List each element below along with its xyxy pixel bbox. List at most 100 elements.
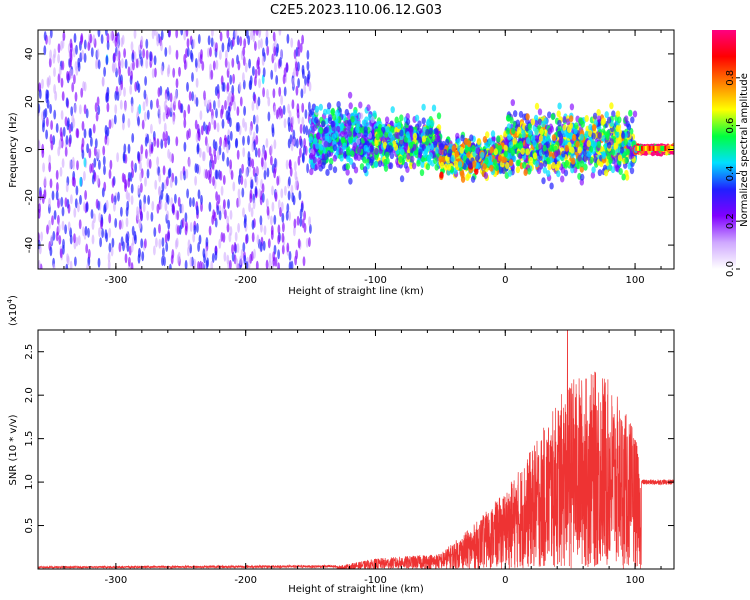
- spectrogram-cell: [358, 112, 364, 120]
- spectrogram-cell: [137, 116, 140, 126]
- spectrogram-cell: [197, 189, 201, 200]
- spectrogram-cell: [299, 42, 303, 53]
- spectrogram-cell: [447, 148, 453, 156]
- spectrogram-cell: [617, 116, 622, 124]
- spectrogram-cell: [51, 190, 55, 201]
- spectrogram-cell: [584, 130, 589, 138]
- spectrogram-cell: [209, 47, 212, 57]
- spectrogram-cell: [239, 96, 243, 107]
- spectrogram-cell: [177, 251, 181, 262]
- spectrogram-cell: [208, 146, 212, 157]
- spectrogram-cell: [297, 39, 301, 50]
- spectrogram-cell: [69, 57, 72, 68]
- spectrogram-cell: [69, 260, 73, 269]
- spectrogram-cell: [105, 55, 109, 66]
- spectrogram-cell: [227, 134, 230, 145]
- spectrogram-cell: [118, 86, 122, 97]
- colorbar-label: Normalized spectral amplitude: [739, 73, 750, 227]
- spectrogram-cell: [108, 242, 112, 253]
- spectrogram-cell: [168, 45, 172, 55]
- spectrogram-cell: [114, 104, 118, 115]
- spectrogram-cell: [266, 88, 269, 99]
- spectrogram-cell: [525, 148, 530, 156]
- spectrogram-cell: [300, 138, 303, 149]
- spectrogram-cell: [207, 99, 210, 110]
- spectrogram-cell: [544, 150, 549, 158]
- spectrogram-cell: [172, 114, 176, 125]
- spectrogram-cell: [331, 113, 337, 121]
- spectrogram-cell: [251, 232, 255, 243]
- x-tick-label: -100: [364, 575, 387, 586]
- spectrogram-cell: [139, 210, 143, 221]
- spectrogram-cell: [145, 38, 149, 49]
- spectrogram-cell: [108, 169, 112, 180]
- spectrogram-cell: [110, 31, 113, 41]
- colorbar-tick-label: 0.8: [725, 70, 736, 86]
- spectrogram-cell: [194, 175, 198, 186]
- spectrogram-cell: [606, 141, 612, 149]
- spectrogram-cell: [123, 48, 126, 59]
- spectrogram-cell: [219, 170, 223, 181]
- spectrogram-cell: [266, 45, 270, 56]
- spectrogram-cell: [138, 199, 142, 210]
- spectrogram-cell: [61, 220, 65, 231]
- spectrogram-cell: [162, 131, 166, 142]
- spectrogram-cell: [362, 156, 367, 164]
- spectrogram-cell: [116, 43, 120, 54]
- spectrogram-cell: [183, 170, 187, 181]
- spectrogram-cell: [557, 102, 562, 110]
- spectrogram-cell: [50, 234, 53, 245]
- spectrogram-cell: [226, 30, 230, 39]
- spectrogram-cell: [164, 201, 168, 212]
- spectrogram-cell: [49, 246, 53, 257]
- spectrogram-cell: [592, 124, 597, 132]
- spectrogram-cell: [434, 132, 440, 140]
- spectrogram-cell: [108, 227, 112, 238]
- spectrogram-cell: [146, 168, 150, 179]
- spectrogram-cell: [198, 234, 202, 245]
- spectrogram-cell: [236, 149, 240, 160]
- spectrogram-cell: [288, 176, 291, 187]
- spectrogram-cell: [83, 39, 87, 50]
- spectrogram-cell: [121, 34, 125, 45]
- spectrogram-cell: [295, 138, 299, 149]
- spectrogram-cell: [61, 91, 65, 102]
- spectrogram-cell: [186, 130, 190, 141]
- spectrogram-cell: [302, 124, 306, 135]
- x-tick-label: -300: [105, 275, 128, 286]
- spectrogram-cell: [157, 87, 161, 98]
- spectrogram-cell: [261, 55, 265, 66]
- spectrogram-cell: [455, 132, 460, 140]
- spectrogram-cell: [236, 243, 240, 254]
- spectrogram-cell: [394, 116, 399, 124]
- spectrogram-cell: [248, 58, 252, 69]
- spectrogram-cell: [140, 238, 144, 249]
- spectrogram-cell: [158, 172, 162, 183]
- spectrogram-cell: [282, 105, 286, 115]
- spectrogram-cell: [199, 260, 203, 269]
- spectrogram-cell: [335, 125, 341, 133]
- spectrogram-cell: [73, 233, 76, 244]
- spectrogram-cell: [301, 34, 304, 45]
- spectrogram-cell: [356, 146, 362, 154]
- spectrogram-cell: [57, 53, 60, 64]
- spectrogram-cell: [164, 93, 168, 104]
- spectrogram-cell: [121, 58, 124, 69]
- spectrogram-cell: [275, 75, 279, 85]
- spectrogram-cell: [523, 169, 528, 176]
- spectrogram-cell: [280, 48, 283, 59]
- spectrogram-cell: [38, 89, 42, 100]
- spectrogram-cell: [251, 101, 255, 112]
- spectrogram-cell: [252, 131, 256, 142]
- spectrogram-cell: [326, 102, 332, 110]
- spectrogram-cell: [65, 97, 69, 108]
- spectrogram-cell: [522, 113, 527, 121]
- spectrogram-cell: [110, 246, 114, 257]
- spectrogram-cell: [158, 186, 161, 197]
- spectrogram-cell: [183, 141, 187, 152]
- spectrogram-cell: [242, 46, 246, 57]
- spectrogram-cell: [615, 131, 620, 138]
- spectrogram-cell: [49, 178, 53, 189]
- spectrogram-cell: [583, 163, 588, 171]
- spectrogram-cell: [557, 119, 562, 127]
